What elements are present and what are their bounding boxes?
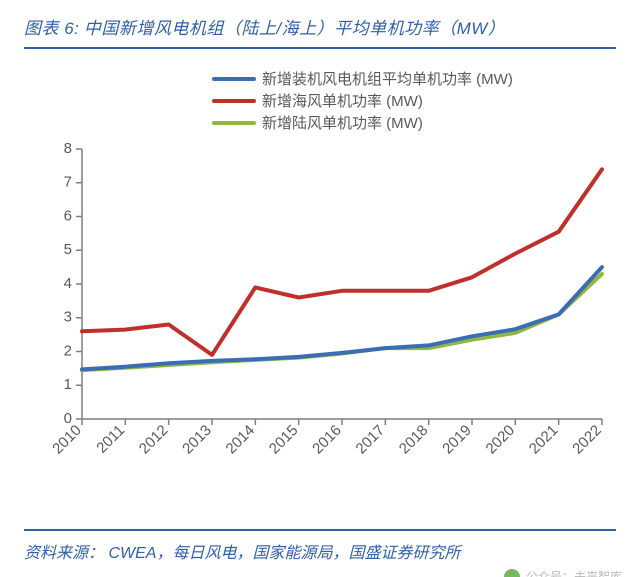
source-label: 资料来源： (24, 545, 104, 562)
x-tick-label: 2010 (49, 422, 85, 458)
x-tick-label: 2022 (569, 422, 605, 458)
y-tick-label: 3 (64, 309, 72, 326)
x-tick-label: 2013 (179, 422, 215, 458)
x-tick-label: 2012 (136, 422, 172, 458)
watermark-text: 公众号：未来智库 (526, 568, 622, 577)
title-bar: 图表 6: 中国新增风电机组（陆上/海上）平均单机功率（MW） (24, 14, 616, 49)
chart-area: 0123456782010201120122013201420152016201… (24, 59, 616, 489)
y-tick-label: 8 (64, 140, 72, 157)
y-tick-label: 4 (64, 275, 72, 292)
y-tick-label: 1 (64, 376, 72, 393)
series-avg (82, 267, 602, 369)
y-tick-label: 2 (64, 342, 72, 359)
y-tick-label: 7 (64, 174, 72, 191)
x-tick-label: 2014 (223, 422, 259, 458)
legend-label-onshore: 新增陆风单机功率 (MW) (262, 115, 423, 132)
y-tick-label: 6 (64, 207, 72, 224)
source-text: CWEA，每日风电，国家能源局，国盛证券研究所 (108, 545, 460, 562)
x-tick-label: 2018 (396, 422, 432, 458)
y-tick-label: 5 (64, 241, 72, 258)
x-tick-label: 2016 (309, 422, 345, 458)
series-onshore (82, 274, 602, 370)
line-chart: 0123456782010201120122013201420152016201… (24, 59, 616, 489)
wechat-icon (504, 569, 520, 577)
legend-label-avg: 新增装机风电机组平均单机功率 (MW) (262, 71, 513, 88)
x-tick-label: 2011 (93, 422, 128, 457)
x-tick-label: 2017 (353, 422, 389, 458)
source-bar: 资料来源： CWEA，每日风电，国家能源局，国盛证券研究所 (24, 529, 616, 563)
x-tick-label: 2021 (526, 422, 562, 458)
x-tick-label: 2019 (439, 422, 475, 458)
x-tick-label: 2015 (266, 422, 302, 458)
watermark: 公众号：未来智库 (504, 568, 622, 577)
x-tick-label: 2020 (483, 422, 519, 458)
figure-number: 图表 6: (24, 19, 79, 38)
figure-title: 中国新增风电机组（陆上/海上）平均单机功率（MW） (84, 19, 505, 38)
figure-container: 图表 6: 中国新增风电机组（陆上/海上）平均单机功率（MW） 01234567… (0, 14, 640, 577)
legend-label-offshore: 新增海风单机功率 (MW) (262, 93, 423, 110)
